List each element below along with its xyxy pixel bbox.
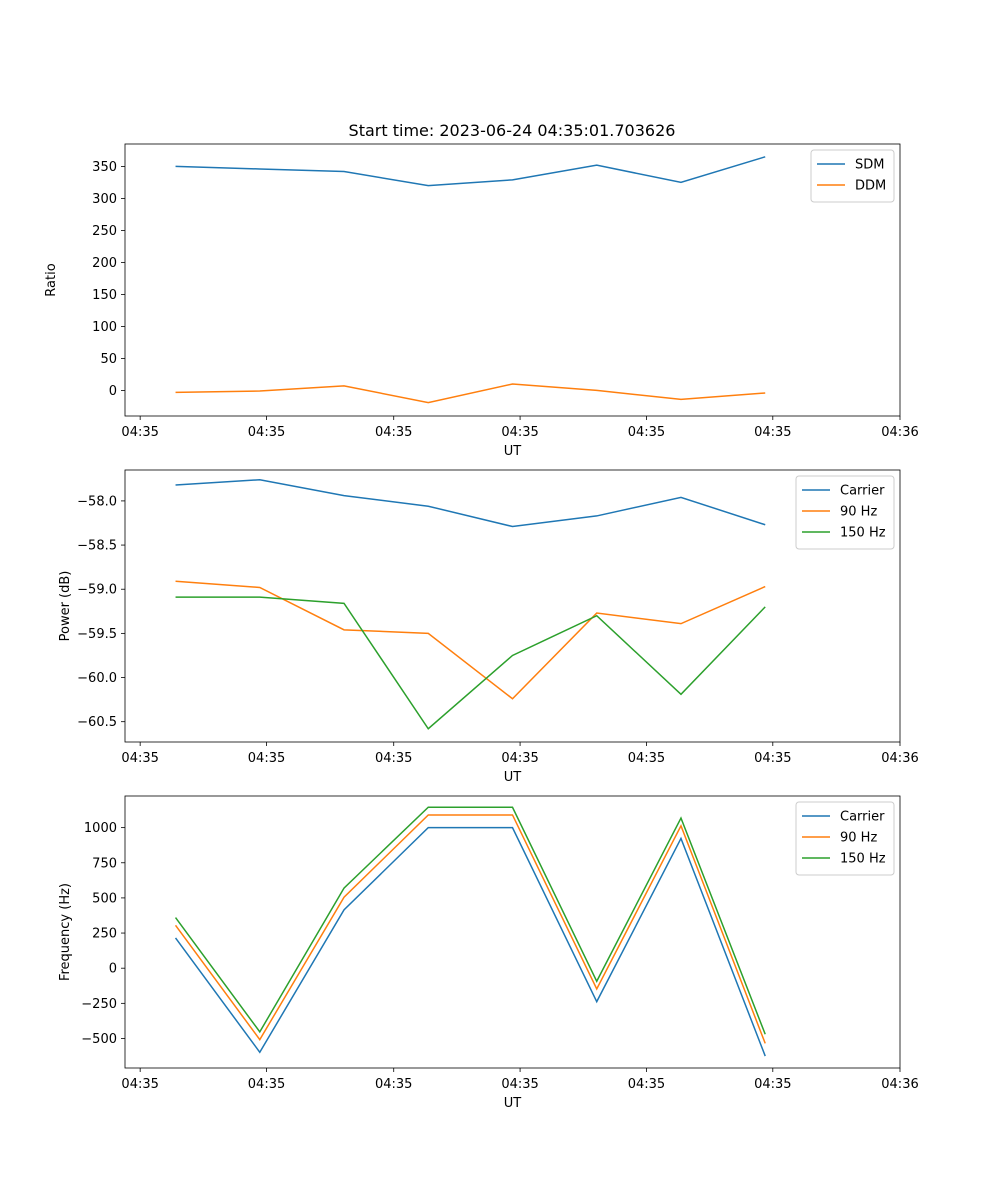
x-axis-label: UT	[504, 1096, 522, 1111]
y-tick-label: 150	[92, 288, 117, 303]
legend-entry: SDM	[855, 158, 884, 173]
x-tick-label: 04:36	[881, 1077, 918, 1092]
legend-box	[795, 801, 895, 876]
y-tick-label: 500	[92, 891, 117, 906]
x-axis-label: UT	[504, 770, 522, 785]
series-line-2-2	[175, 580, 766, 700]
x-tick-label: 04:35	[248, 425, 285, 440]
series-line-3-2	[174, 814, 766, 1044]
x-tick-label: 04:35	[501, 751, 538, 766]
series-line-3-1	[174, 826, 766, 1057]
x-tick-label: 04:35	[628, 425, 665, 440]
x-tick-label: 04:35	[375, 751, 412, 766]
y-tick-label: 0	[109, 384, 117, 399]
y-tick-label: 750	[92, 856, 117, 871]
axes-frame	[124, 469, 901, 743]
panel-1: 04:35 04:35 04:35 04:35 04:35 04:35 04:36 0 50 10…	[44, 143, 919, 459]
x-tick-label: 04:35	[501, 425, 538, 440]
y-tick-label: −250	[81, 997, 117, 1012]
x-tick-label: 04:35	[754, 425, 791, 440]
x-tick-label: 04:35	[248, 751, 285, 766]
y-tick-label: 300	[92, 192, 117, 207]
series-line-1-1	[175, 156, 766, 187]
x-tick-label: 04:35	[121, 1077, 158, 1092]
x-tick-label: 04:35	[248, 1077, 285, 1092]
axes-frame	[124, 143, 901, 417]
x-tick-label: 04:35	[754, 751, 791, 766]
y-tick-label: 100	[92, 320, 117, 335]
x-tick-label: 04:35	[501, 1077, 538, 1092]
x-tick-label: 04:35	[754, 1077, 791, 1092]
x-tick-label: 04:35	[121, 751, 158, 766]
series-line-1-2	[175, 383, 766, 404]
x-tick-label: 04:35	[121, 425, 158, 440]
legend-entry: 90 Hz	[840, 505, 877, 520]
panel-3: 04:35 04:35 04:35 04:35 04:35 04:35 04:36 −500 −…	[58, 795, 919, 1111]
y-tick-label: −500	[81, 1032, 117, 1047]
legend-entry: DDM	[855, 179, 886, 194]
x-tick-label: 04:36	[881, 425, 918, 440]
y-tick-label: −60.5	[77, 715, 117, 730]
y-tick-label: −58.0	[77, 494, 117, 509]
legend-entry: Carrier	[840, 810, 885, 825]
y-tick-label: −58.5	[77, 539, 117, 554]
series-line-3-3	[174, 806, 766, 1035]
y-axis-label: Ratio	[44, 263, 59, 296]
x-tick-label: 04:35	[628, 1077, 665, 1092]
x-tick-label: 04:35	[375, 425, 412, 440]
y-tick-label: −59.0	[77, 583, 117, 598]
y-tick-label: 0	[109, 962, 117, 977]
y-axis-label: Power (dB)	[58, 571, 73, 642]
legend: SDM DDM	[810, 149, 895, 203]
series-line-2-3	[175, 596, 766, 730]
y-axis-label: Frequency (Hz)	[58, 883, 73, 981]
y-tick-label: −59.5	[77, 627, 117, 642]
y-tick-label: 250	[92, 927, 117, 942]
x-tick-label: 04:35	[375, 1077, 412, 1092]
legend: Carrier 90 Hz 150 Hz	[795, 801, 895, 876]
legend-entry: 90 Hz	[840, 831, 877, 846]
x-tick-label: 04:36	[881, 751, 918, 766]
y-tick-label: 250	[92, 224, 117, 239]
axes-frame	[124, 795, 901, 1069]
legend-entry: 150 Hz	[840, 526, 886, 541]
y-tick-label: −60.0	[77, 671, 117, 686]
panel-2: 04:35 04:35 04:35 04:35 04:35 04:35 04:36 −60.5…	[58, 469, 919, 785]
x-axis-label: UT	[504, 444, 522, 459]
y-tick-label: 1000	[84, 821, 117, 836]
y-tick-label: 200	[92, 256, 117, 271]
legend-entry: Carrier	[840, 484, 885, 499]
legend-box	[795, 475, 895, 550]
legend-entry: 150 Hz	[840, 852, 886, 867]
legend: Carrier 90 Hz 150 Hz	[795, 475, 895, 550]
y-tick-label: 50	[100, 352, 117, 367]
y-tick-label: 350	[92, 160, 117, 175]
x-tick-label: 04:35	[628, 751, 665, 766]
series-line-2-1	[175, 478, 766, 528]
legend-box	[810, 149, 895, 203]
panels: 04:35 04:35 04:35 04:35 04:35 04:35 04:36 0 50 10…	[44, 143, 919, 1111]
chart-title: Start time: 2023-06-24 04:35:01.703626	[349, 121, 676, 140]
